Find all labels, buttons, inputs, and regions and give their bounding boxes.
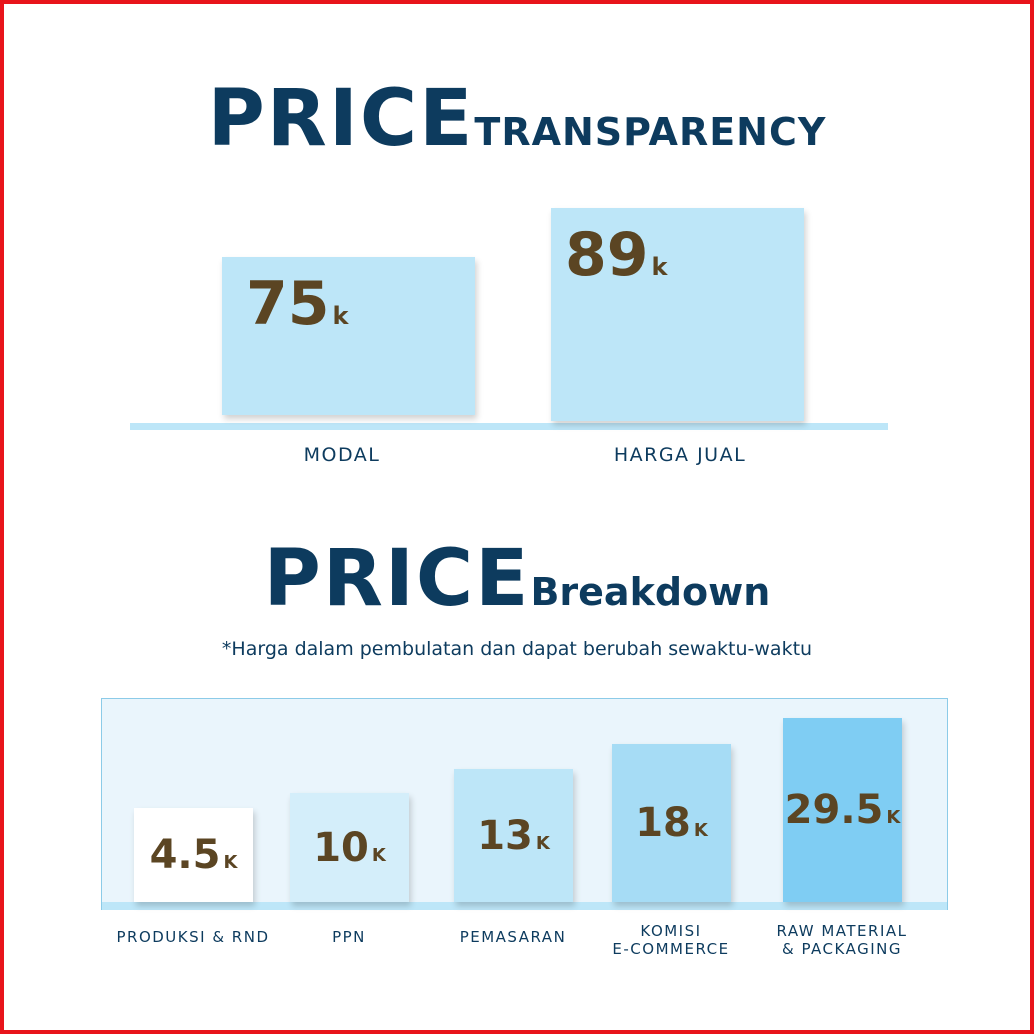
cost-label: RAW MATERIAL & PACKAGING	[752, 922, 932, 958]
value-number: 75	[246, 269, 330, 339]
cost-box: 29.5 K	[783, 718, 902, 902]
price-label: HARGA JUAL	[613, 444, 747, 466]
value-number: 10	[313, 824, 369, 871]
price-box: 89 k	[551, 208, 804, 421]
price-value: 75 k	[246, 269, 348, 339]
value-unit: K	[371, 844, 386, 866]
cost-label: PRODUKSI & RND	[103, 928, 283, 946]
cost-value: 4.5 K	[150, 832, 238, 878]
value-number: 4.5	[149, 832, 221, 878]
value-number: 13	[477, 812, 533, 859]
value-number: 18	[635, 800, 691, 846]
title-big: PRICE	[263, 534, 531, 624]
cost-value: 29.5 K	[785, 787, 901, 833]
baseline	[102, 902, 947, 910]
cost-box: 18 K	[612, 744, 731, 902]
cost-value: 13 K	[477, 813, 550, 859]
cost-value: 10 K	[313, 825, 386, 871]
value-unit: K	[886, 807, 901, 828]
value-unit: k	[651, 253, 668, 281]
baseline	[130, 423, 888, 430]
price-label: MODAL	[303, 444, 381, 466]
label-line: PEMASARAN	[459, 928, 567, 946]
cost-label: PPN	[259, 928, 439, 946]
title: PRICETRANSPARENCY	[4, 74, 1030, 164]
value-number: 29.5	[784, 787, 884, 833]
label-line: RAW MATERIAL	[776, 922, 908, 940]
cost-box: 13 K	[454, 769, 573, 902]
title-small: Breakdown	[530, 570, 771, 614]
label-line: E-COMMERCE	[612, 940, 730, 958]
cost-label: KOMISI E-COMMERCE	[581, 922, 761, 958]
value-unit: K	[693, 820, 708, 841]
price-box: 75 k	[222, 257, 475, 415]
value-unit: K	[223, 852, 238, 873]
cost-box: 10 K	[290, 793, 409, 902]
label-line: KOMISI	[640, 922, 702, 940]
note: *Harga dalam pembulatan dan dapat beruba…	[221, 638, 813, 660]
value-unit: K	[535, 832, 550, 854]
cost-label: PEMASARAN	[423, 928, 603, 946]
title-small: TRANSPARENCY	[474, 110, 827, 154]
label-line: PRODUKSI & RND	[116, 928, 270, 946]
title: PRICEBreakdown	[4, 534, 1030, 624]
value-unit: k	[332, 302, 349, 330]
price-value: 89 k	[565, 220, 667, 290]
cost-box: 4.5 K	[134, 808, 253, 902]
label-line: PPN	[332, 928, 366, 946]
label-line: & PACKAGING	[782, 940, 902, 958]
value-number: 89	[565, 220, 649, 290]
title-big: PRICE	[207, 74, 475, 164]
cost-value: 18 K	[635, 800, 708, 846]
